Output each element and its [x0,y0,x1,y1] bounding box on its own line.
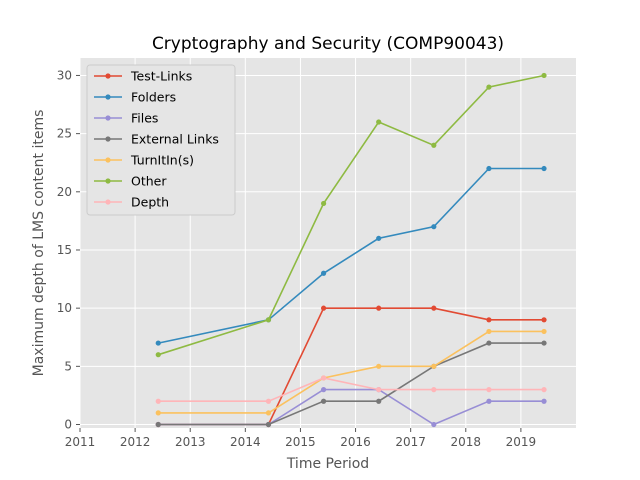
data-point [155,352,161,358]
data-point [486,387,492,393]
x-tick-label: 2018 [451,435,482,449]
data-point [541,387,547,393]
legend: Test-Links Folders Files External Links Turn… [86,64,236,216]
data-point [486,165,492,172]
legend-label: Depth [131,195,169,210]
series-layer [155,72,547,428]
legend-swatch-marker [105,199,111,205]
data-point [155,340,161,346]
legend-entry: Other [94,174,167,189]
data-point [541,72,547,79]
legend-entry: Files [94,111,158,126]
legend-box [86,64,236,216]
legend-label: External Links [131,132,219,147]
data-point [376,235,382,241]
data-point [376,363,382,369]
legend-label: Test-Links [130,69,192,84]
y-axis-ticks: 0 5 10 15 20 25 30 [57,68,80,432]
data-point [320,200,327,207]
data-point [431,224,437,230]
legend-entry: TurnItIn(s) [94,153,194,168]
x-tick-label: 2015 [285,435,316,449]
x-tick-label: 2016 [340,435,371,449]
data-point [541,340,547,346]
data-point [265,398,272,404]
x-tick-label: 2017 [395,435,426,449]
data-point [541,165,547,172]
data-point [431,387,437,393]
data-point [320,305,327,311]
data-point [376,387,382,393]
data-point [486,317,492,323]
legend-entry: External Links [94,132,219,147]
y-tick-label: 5 [64,359,72,373]
legend-entry: Test-Links [94,69,192,84]
data-point [376,305,382,311]
data-point [541,398,547,404]
y-tick-label: 25 [57,127,72,141]
data-point [155,421,161,428]
data-point [541,317,547,323]
data-point [486,340,492,346]
series-other [155,72,547,358]
x-axis-label: Time Period [286,456,369,472]
data-point [486,398,492,404]
y-tick-label: 30 [57,68,72,82]
data-point [376,119,382,125]
legend-label: Files [131,111,158,126]
chart-title: Cryptography and Security (COMP90043) [152,34,504,54]
legend-swatch-marker [105,136,111,142]
x-tick-label: 2019 [506,435,537,449]
legend-swatch-marker [105,94,111,100]
data-point [265,410,272,416]
y-tick-label: 15 [57,243,72,257]
data-point [431,305,437,311]
legend-swatch-marker [105,73,111,79]
data-point [431,363,437,369]
y-tick-label: 0 [64,418,72,432]
legend-entry: Folders [94,90,176,105]
y-tick-label: 20 [57,185,72,199]
legend-entry: Depth [94,195,169,210]
data-point [431,142,437,148]
series-depth [155,375,547,404]
data-point [320,398,327,404]
y-axis-label: Maximum depth of LMS content items [31,110,47,377]
legend-swatch-marker [105,115,111,121]
data-point [265,421,272,428]
legend-label: TurnItIn(s) [130,153,194,168]
data-point [486,328,492,335]
data-point [431,421,437,428]
data-point [486,84,492,90]
x-tick-label: 2013 [175,435,206,449]
y-tick-label: 10 [57,301,72,315]
x-axis-ticks: 2011 2012 2013 2014 2015 2016 2017 2018 2019 [65,428,536,449]
x-tick-label: 2011 [65,435,96,449]
data-point [320,375,327,381]
x-tick-label: 2012 [120,435,151,449]
data-point [320,270,327,276]
legend-label: Folders [131,90,176,105]
legend-label: Other [131,174,167,189]
x-tick-label: 2014 [230,435,261,449]
legend-swatch-marker [105,157,111,163]
data-point [320,387,327,393]
legend-swatch-marker [105,178,111,184]
data-point [265,317,272,323]
data-point [155,398,161,404]
data-point [155,410,161,416]
data-point [376,398,382,404]
data-point [541,328,547,335]
